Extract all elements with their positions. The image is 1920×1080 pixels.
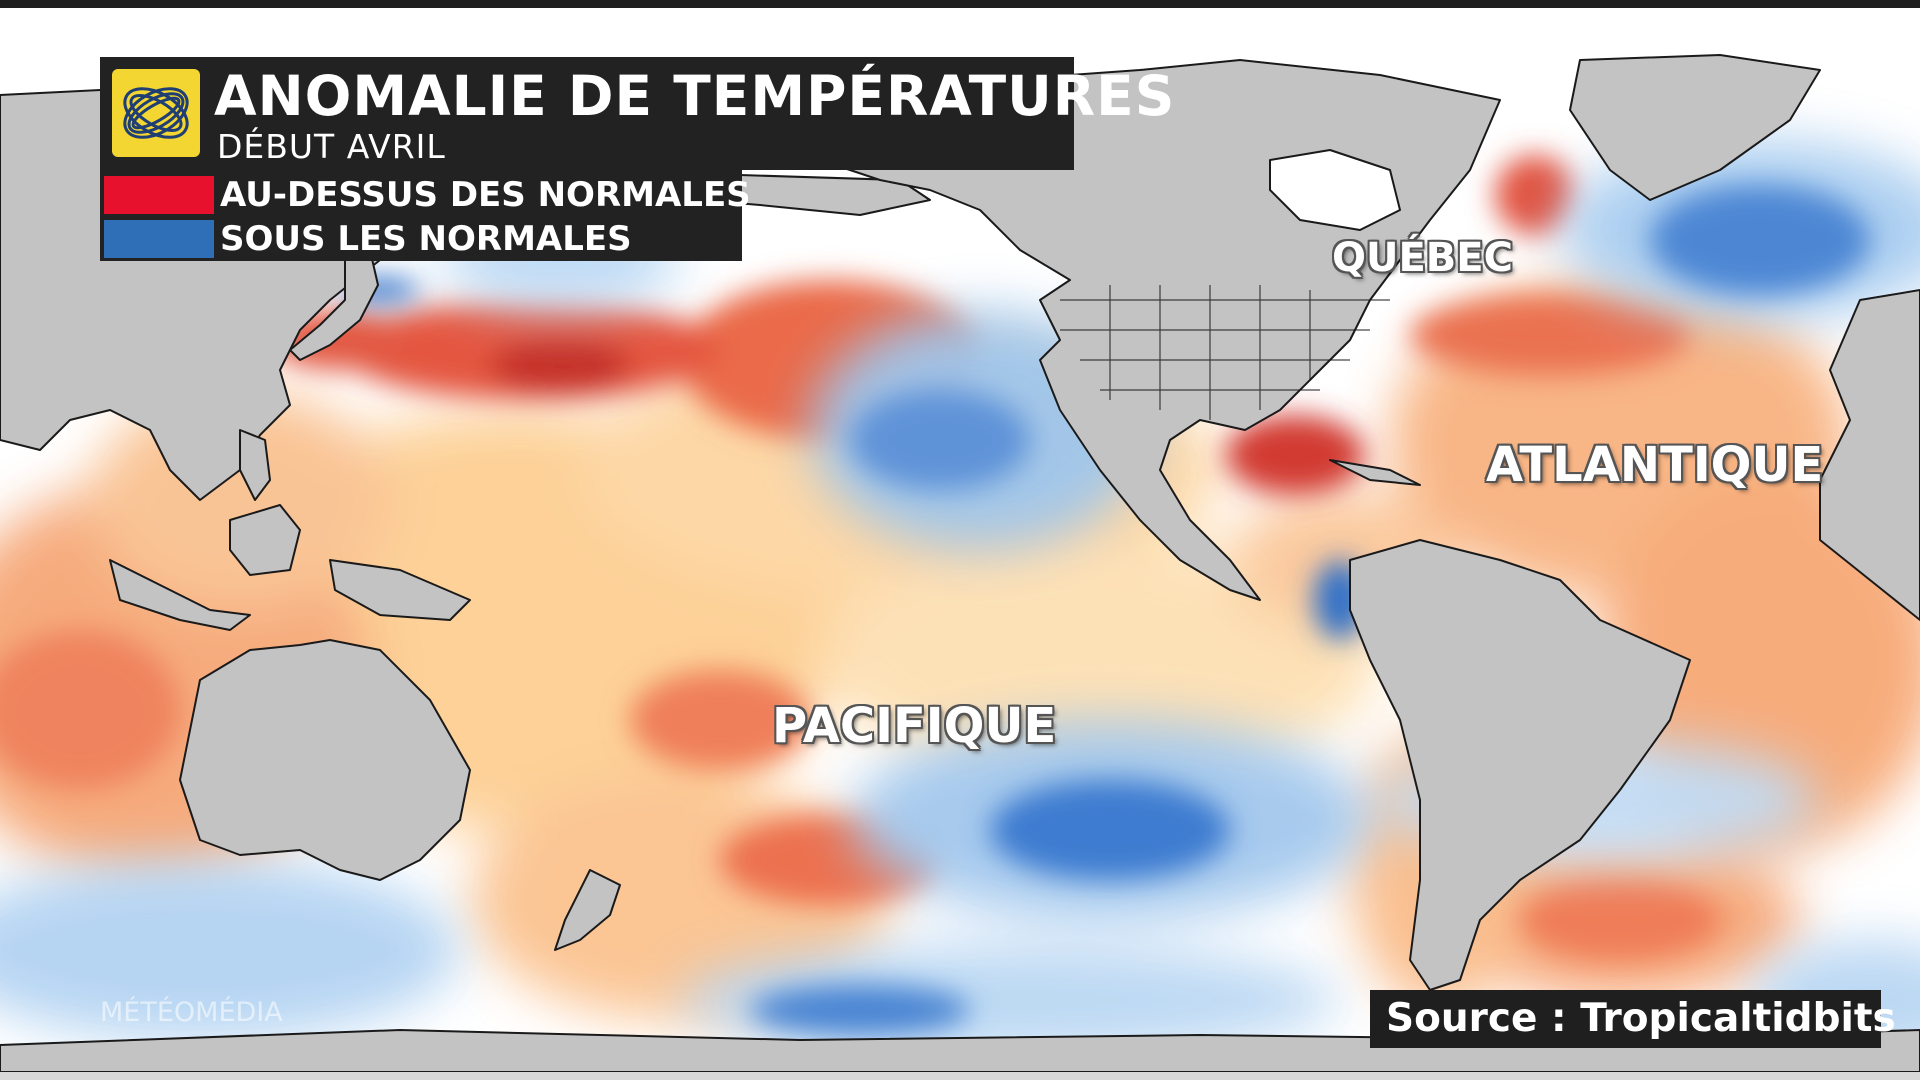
source-credit: Source : Tropicaltidbits bbox=[1370, 990, 1896, 1048]
land-africa bbox=[1819, 289, 1920, 621]
map-label-pacific: PACIFIQUE bbox=[772, 698, 1057, 754]
legend-label: AU-DESSUS DES NORMALES bbox=[220, 175, 751, 215]
legend-swatch-warm bbox=[104, 176, 214, 214]
legend-label: SOUS LES NORMALES bbox=[220, 219, 632, 259]
land-cuba bbox=[1329, 459, 1421, 486]
legend-item-below-normal: SOUS LES NORMALES bbox=[104, 218, 734, 260]
legend-item-above-normal: AU-DESSUS DES NORMALES bbox=[104, 174, 751, 216]
land-borneo bbox=[229, 504, 301, 576]
land-philippines bbox=[239, 429, 271, 501]
land-indonesia-1 bbox=[109, 559, 251, 631]
map-label-atlantic: ATLANTIQUE bbox=[1486, 437, 1824, 493]
bottom-rule bbox=[0, 1072, 1920, 1080]
title-panel: ANOMALIE DE TEMPÉRATURES DÉBUT AVRIL bbox=[100, 57, 1174, 170]
water-hudson-bay bbox=[1269, 149, 1401, 231]
land-australia bbox=[179, 639, 471, 881]
top-rule bbox=[0, 0, 1920, 8]
land-south-america bbox=[1349, 539, 1691, 991]
page-subtitle: DÉBUT AVRIL bbox=[217, 127, 446, 166]
source-text: Source : Tropicaltidbits bbox=[1386, 996, 1896, 1041]
land-new-guinea bbox=[329, 559, 471, 621]
page-title: ANOMALIE DE TEMPÉRATURES bbox=[214, 64, 1176, 128]
land-japan bbox=[289, 249, 379, 361]
land-new-zealand bbox=[554, 869, 621, 951]
legend-swatch-cool bbox=[104, 220, 214, 258]
watermark: MÉTÉOMÉDIA bbox=[100, 997, 283, 1028]
legend: AU-DESSUS DES NORMALES SOUS LES NORMALES bbox=[100, 170, 751, 261]
land-greenland bbox=[1569, 54, 1821, 201]
globe-logo-icon bbox=[123, 87, 189, 139]
us-state-borders bbox=[1060, 285, 1390, 420]
map-label-quebec: QUÉBEC bbox=[1332, 235, 1513, 281]
strong-cool-layer bbox=[340, 185, 1870, 1035]
meteomedia-logo bbox=[112, 69, 200, 157]
